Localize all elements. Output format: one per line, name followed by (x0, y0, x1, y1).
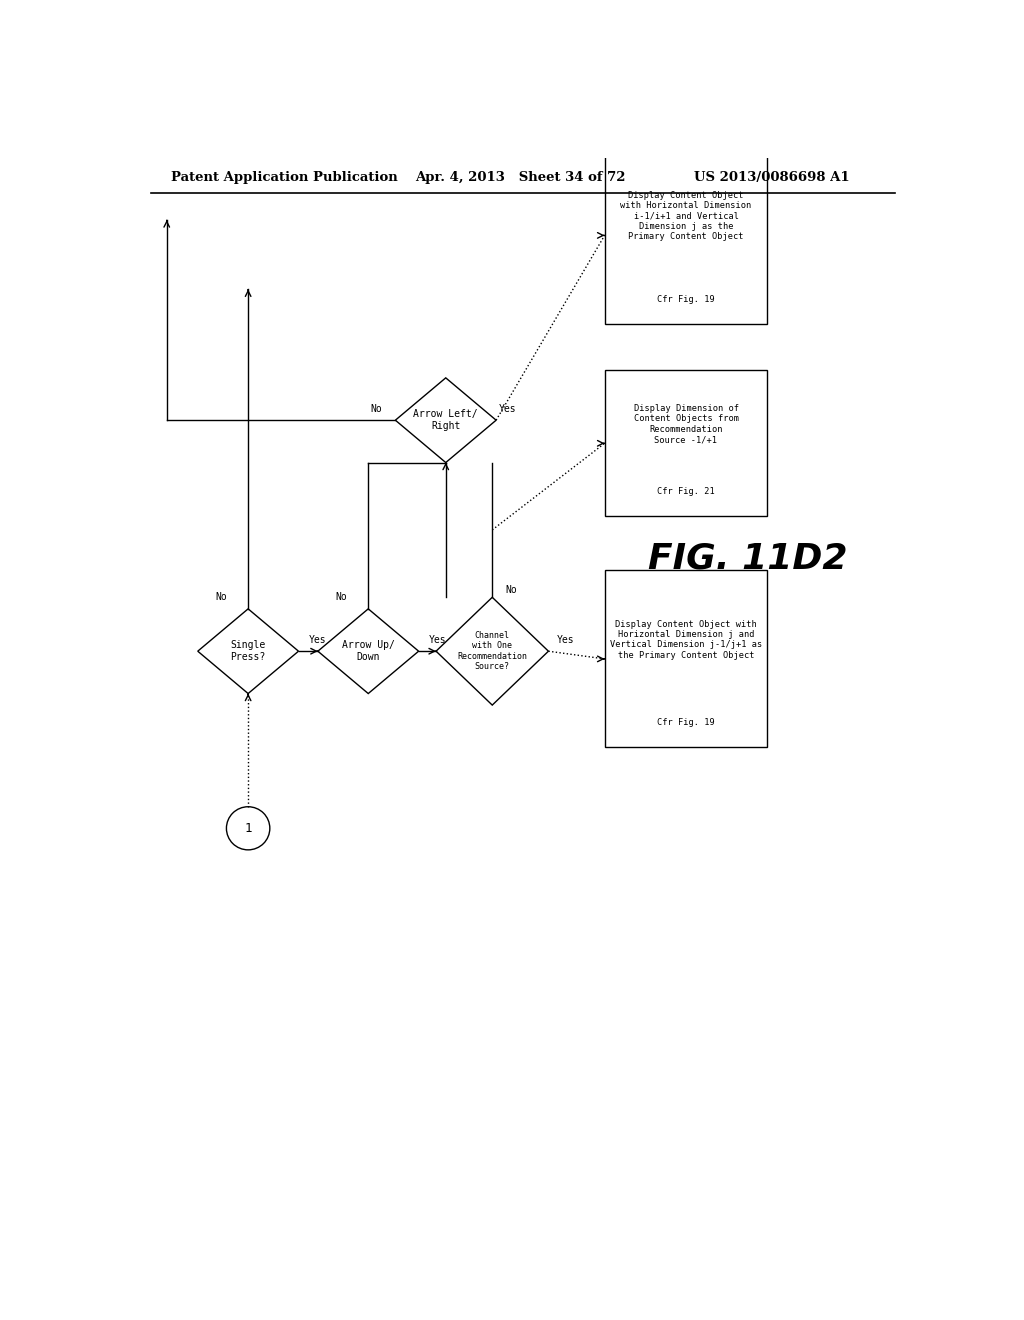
Text: No: No (215, 593, 227, 602)
Text: Cfr Fig. 21: Cfr Fig. 21 (657, 487, 715, 496)
Text: FIG. 11D2: FIG. 11D2 (648, 541, 848, 576)
Text: Channel
with One
Recommendation
Source?: Channel with One Recommendation Source? (458, 631, 527, 672)
Text: No: No (370, 404, 382, 413)
Text: Display Content Object with
Horizontal Dimension j and
Vertical Dimension j-1/j+: Display Content Object with Horizontal D… (610, 619, 762, 660)
Text: Cfr Fig. 19: Cfr Fig. 19 (657, 294, 715, 304)
Text: Apr. 4, 2013   Sheet 34 of 72: Apr. 4, 2013 Sheet 34 of 72 (415, 172, 626, 185)
Text: Patent Application Publication: Patent Application Publication (171, 172, 397, 185)
Text: Yes: Yes (557, 635, 574, 644)
Text: Arrow Left/
Right: Arrow Left/ Right (414, 409, 478, 432)
Text: Single
Press?: Single Press? (230, 640, 266, 663)
Text: Yes: Yes (309, 635, 327, 644)
Text: No: No (335, 593, 347, 602)
Text: Cfr Fig. 19: Cfr Fig. 19 (657, 718, 715, 727)
Text: 1: 1 (245, 822, 252, 834)
Text: No: No (506, 585, 517, 594)
Text: Yes: Yes (429, 635, 446, 644)
Text: Yes: Yes (499, 404, 516, 413)
Text: Display Content Object
with Horizontal Dimension
i-1/i+1 and Vertical
Dimension : Display Content Object with Horizontal D… (621, 191, 752, 242)
Text: US 2013/0086698 A1: US 2013/0086698 A1 (693, 172, 849, 185)
Text: Display Dimension of
Content Objects from
Recommendation
Source -1/+1: Display Dimension of Content Objects fro… (634, 404, 738, 444)
Bar (604, 370, 767, 516)
Text: Arrow Up/
Down: Arrow Up/ Down (342, 640, 394, 663)
Bar (604, 570, 767, 747)
Bar (604, 147, 767, 323)
